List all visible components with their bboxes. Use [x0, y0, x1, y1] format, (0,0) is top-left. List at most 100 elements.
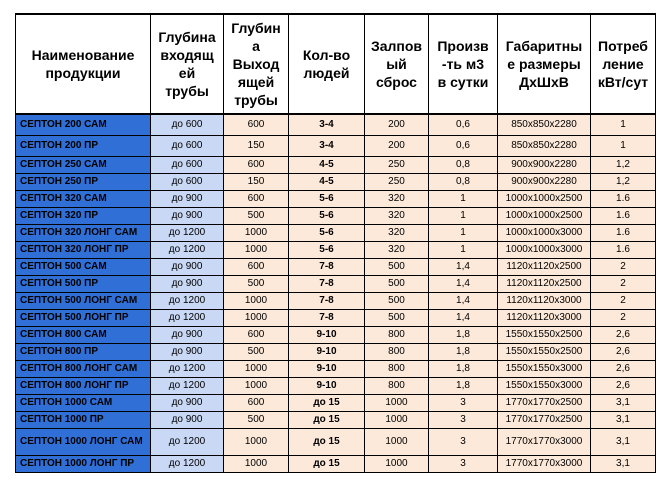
table-row: СЕПТОН 1000 САМ до 900 600 до 15 1000 3 1770x1…	[15, 394, 656, 412]
salvo-cell: 320	[364, 241, 429, 259]
capacity-cell: 1,8	[428, 377, 498, 395]
power-cell: 2,6	[590, 343, 656, 361]
inlet-depth-cell: до 1200	[150, 292, 224, 310]
dimensions-cell: 1000x1000x2500	[497, 190, 591, 208]
salvo-cell: 800	[364, 343, 429, 361]
salvo-cell: 800	[364, 377, 429, 395]
power-cell: 2	[590, 275, 656, 293]
product-name-cell: СЕПТОН 500 ПР	[15, 275, 151, 293]
power-cell: 2	[590, 309, 656, 327]
header-line: е размеры	[507, 56, 581, 72]
inlet-depth-cell: до 900	[150, 275, 224, 293]
people-cell: 3-4	[288, 113, 365, 136]
power-cell: 1.6	[590, 190, 656, 208]
product-name-cell: СЕПТОН 1000 САМ	[15, 394, 151, 412]
salvo-cell: 500	[364, 292, 429, 310]
people-cell: 9-10	[288, 360, 365, 378]
table-row: СЕПТОН 800 ПР до 900 500 9-10 800 1,8 1550x155…	[15, 343, 656, 361]
dimensions-cell: 1550x1550x3000	[497, 377, 591, 395]
salvo-cell: 500	[364, 309, 429, 327]
power-cell: 1.6	[590, 207, 656, 225]
capacity-cell: 0,6	[428, 135, 498, 157]
outlet-depth-cell: 600	[223, 394, 289, 412]
table-row: СЕПТОН 500 ЛОНГ ПР до 1200 1000 7-8 500 1,4 11…	[15, 309, 656, 327]
table-row: СЕПТОН 320 САМ до 900 600 5-6 320 1 1000x1000x…	[15, 190, 656, 208]
inlet-depth-cell: до 1200	[150, 309, 224, 327]
salvo-cell: 320	[364, 190, 429, 208]
people-cell: 5-6	[288, 207, 365, 225]
table-row: СЕПТОН 320 ЛОНГ ПР до 1200 1000 5-6 320 1 1000…	[15, 241, 656, 259]
header-product-name: Наименование продукции	[15, 13, 151, 115]
dimensions-cell: 1550x1550x3000	[497, 360, 591, 378]
product-name-cell: СЕПТОН 1000 ЛОНГ САМ	[15, 428, 151, 456]
header-line: а	[252, 38, 260, 54]
dimensions-cell: 850x850x2280	[497, 113, 591, 136]
salvo-cell: 1000	[364, 455, 429, 473]
outlet-depth-cell: 1000	[223, 360, 289, 378]
header-line: Глубин	[231, 20, 281, 36]
header-capacity: Произв -ть м3 в сутки	[428, 13, 498, 115]
outlet-depth-cell: 1000	[223, 428, 289, 456]
people-cell: до 15	[288, 411, 365, 429]
header-line: трубы	[165, 83, 209, 99]
inlet-depth-cell: до 600	[150, 156, 224, 174]
dimensions-cell: 1770x1770x3000	[497, 428, 591, 456]
inlet-depth-cell: до 900	[150, 190, 224, 208]
header-line: Потреб	[598, 38, 648, 54]
dimensions-cell: 1000x1000x2500	[497, 207, 591, 225]
inlet-depth-cell: до 600	[150, 135, 224, 157]
inlet-depth-cell: до 1200	[150, 428, 224, 456]
people-cell: 4-5	[288, 156, 365, 174]
capacity-cell: 3	[428, 394, 498, 412]
inlet-depth-cell: до 900	[150, 326, 224, 344]
people-cell: 5-6	[288, 224, 365, 242]
header-line: ДхШхВ	[519, 74, 569, 90]
power-cell: 1	[590, 135, 656, 157]
people-cell: 7-8	[288, 292, 365, 310]
salvo-cell: 320	[364, 224, 429, 242]
outlet-depth-cell: 500	[223, 411, 289, 429]
product-name-cell: СЕПТОН 320 ЛОНГ ПР	[15, 241, 151, 259]
dimensions-cell: 1120x1120x3000	[497, 309, 591, 327]
salvo-cell: 800	[364, 360, 429, 378]
product-table: Наименование продукции Глубина входящ ей труб…	[15, 13, 656, 473]
product-name-cell: СЕПТОН 1000 ПР	[15, 411, 151, 429]
salvo-cell: 800	[364, 326, 429, 344]
people-cell: 9-10	[288, 326, 365, 344]
capacity-cell: 1	[428, 241, 498, 259]
capacity-cell: 0,8	[428, 173, 498, 191]
dimensions-cell: 1000x1000x3000	[497, 241, 591, 259]
people-cell: 3-4	[288, 135, 365, 157]
people-cell: 5-6	[288, 241, 365, 259]
people-cell: 4-5	[288, 173, 365, 191]
header-outlet-depth: Глубин а Выход ящей трубы	[223, 13, 289, 115]
table-row: СЕПТОН 200 САМ до 600 600 3-4 200 0,6 850x850x…	[15, 113, 656, 136]
header-line: в сутки	[437, 74, 489, 90]
header-line: Наименование	[31, 47, 135, 63]
header-line: сброс	[376, 74, 417, 90]
outlet-depth-cell: 150	[223, 135, 289, 157]
inlet-depth-cell: до 900	[150, 394, 224, 412]
product-name-cell: СЕПТОН 250 ПР	[15, 173, 151, 191]
table-row: СЕПТОН 320 ЛОНГ САМ до 1200 1000 5-6 320 1 100…	[15, 224, 656, 242]
outlet-depth-cell: 500	[223, 343, 289, 361]
inlet-depth-cell: до 900	[150, 343, 224, 361]
outlet-depth-cell: 600	[223, 113, 289, 136]
dimensions-cell: 1120x1120x2500	[497, 258, 591, 276]
table-row: СЕПТОН 500 ПР до 900 500 7-8 500 1,4 1120x1120…	[15, 275, 656, 293]
dimensions-cell: 1000x1000x3000	[497, 224, 591, 242]
capacity-cell: 3	[428, 455, 498, 473]
dimensions-cell: 1120x1120x2500	[497, 275, 591, 293]
table-row: СЕПТОН 500 САМ до 900 600 7-8 500 1,4 1120x112…	[15, 258, 656, 276]
capacity-cell: 1,8	[428, 360, 498, 378]
people-cell: 5-6	[288, 190, 365, 208]
people-cell: до 15	[288, 428, 365, 456]
dimensions-cell: 1770x1770x2500	[497, 394, 591, 412]
product-name-cell: СЕПТОН 500 САМ	[15, 258, 151, 276]
outlet-depth-cell: 1000	[223, 455, 289, 473]
capacity-cell: 1,4	[428, 275, 498, 293]
header-line: входящ	[160, 47, 214, 63]
power-cell: 3,1	[590, 394, 656, 412]
salvo-cell: 1000	[364, 428, 429, 456]
outlet-depth-cell: 1000	[223, 241, 289, 259]
